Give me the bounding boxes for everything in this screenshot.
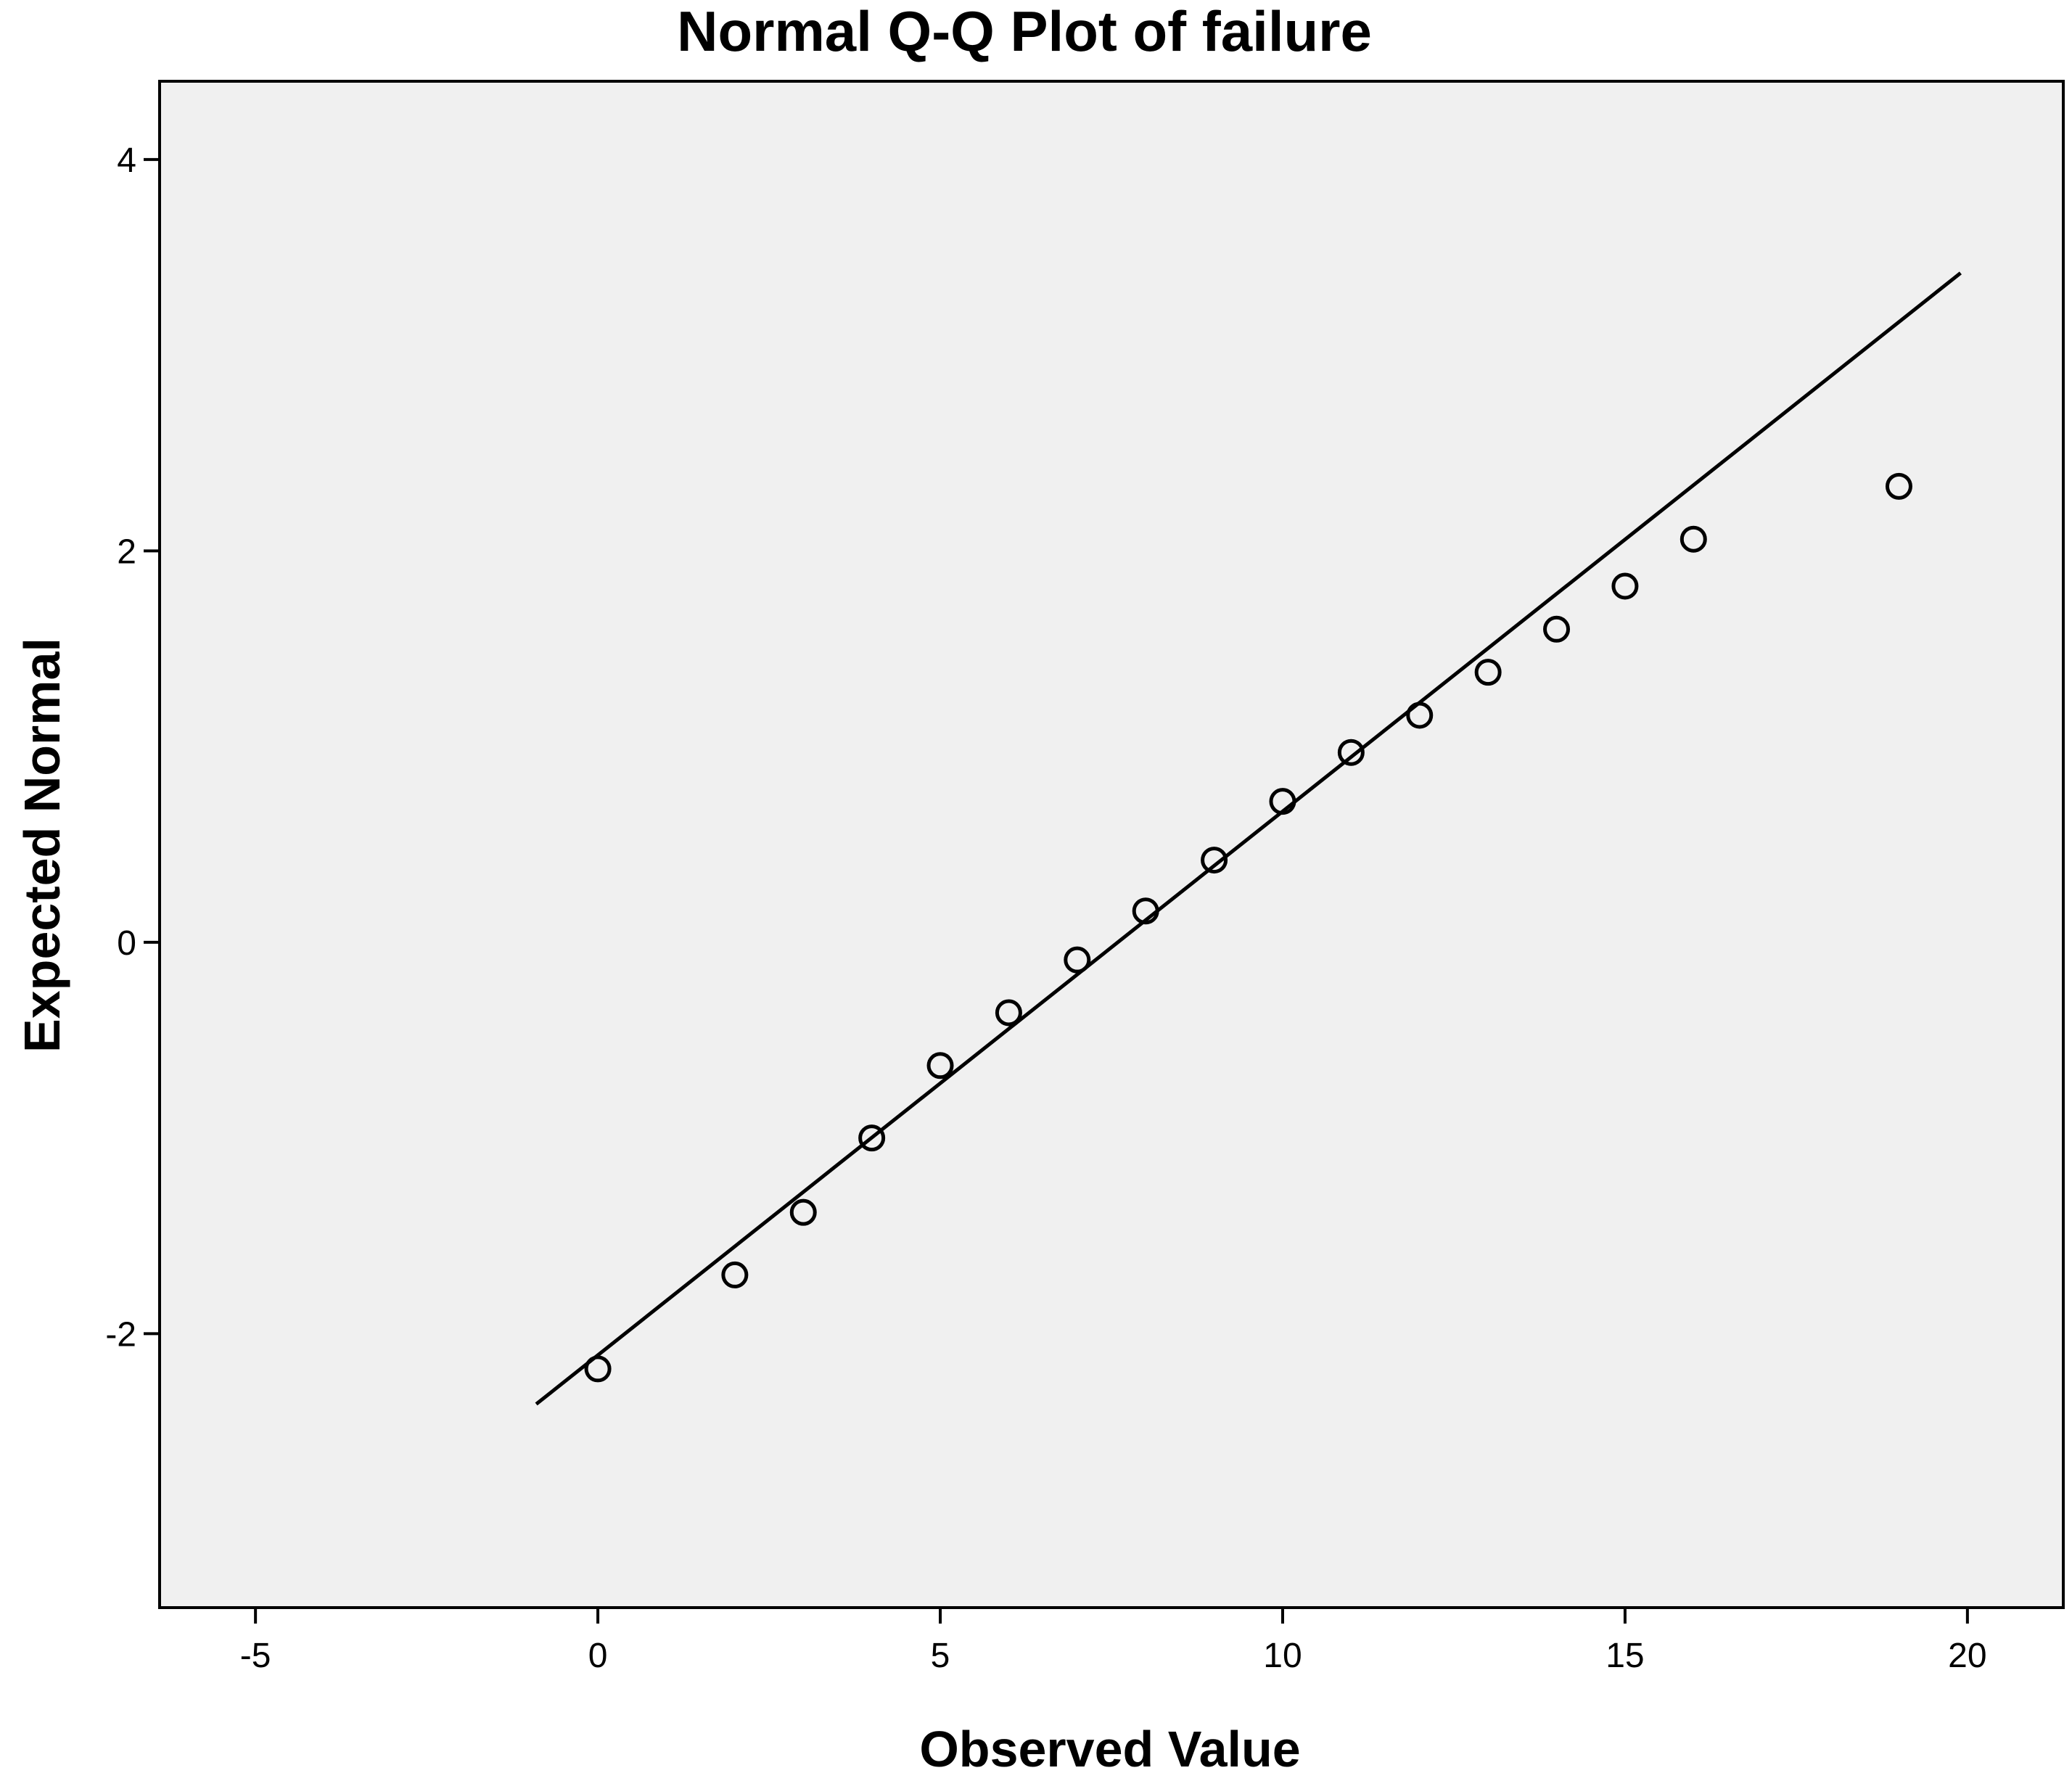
data-point <box>789 1198 817 1226</box>
data-point <box>1064 946 1091 974</box>
data-point <box>1201 847 1228 874</box>
y-tick-label: 0 <box>117 924 136 963</box>
reference-line-layer <box>535 271 1962 1406</box>
x-tick-label: 20 <box>1948 1637 1986 1675</box>
x-axis-title: Observed Value <box>919 1721 1300 1777</box>
x-tick-label: -5 <box>240 1637 271 1675</box>
y-axis-title: Expected Normal <box>14 638 70 1053</box>
data-point <box>1543 615 1571 643</box>
data-point <box>1885 472 1912 500</box>
data-point <box>1680 525 1707 553</box>
data-point <box>858 1124 886 1152</box>
data-point <box>1611 572 1639 600</box>
data-points <box>584 472 1912 1383</box>
y-tick-label: 2 <box>117 532 136 571</box>
data-point <box>995 999 1022 1027</box>
axis-ticks: -5 0 5 10 15 20 -2 0 2 4 <box>105 141 1986 1675</box>
x-tick-label: 15 <box>1606 1637 1644 1675</box>
chart-title: Normal Q-Q Plot of failure <box>677 0 1372 63</box>
data-point <box>926 1052 954 1079</box>
data-point <box>1337 739 1365 766</box>
data-point <box>584 1355 612 1383</box>
data-point <box>1406 702 1434 729</box>
plot-area <box>158 80 2065 1609</box>
data-point <box>1474 659 1502 686</box>
data-point <box>1132 897 1159 925</box>
data-point <box>1269 788 1296 815</box>
x-tick-label: 5 <box>931 1637 950 1675</box>
data-point <box>721 1261 749 1288</box>
y-tick-label: -2 <box>105 1315 136 1354</box>
x-tick-label: 0 <box>588 1637 608 1675</box>
reference-line <box>535 271 1962 1406</box>
x-tick-label: 10 <box>1263 1637 1302 1675</box>
y-tick-label: 4 <box>117 141 136 180</box>
